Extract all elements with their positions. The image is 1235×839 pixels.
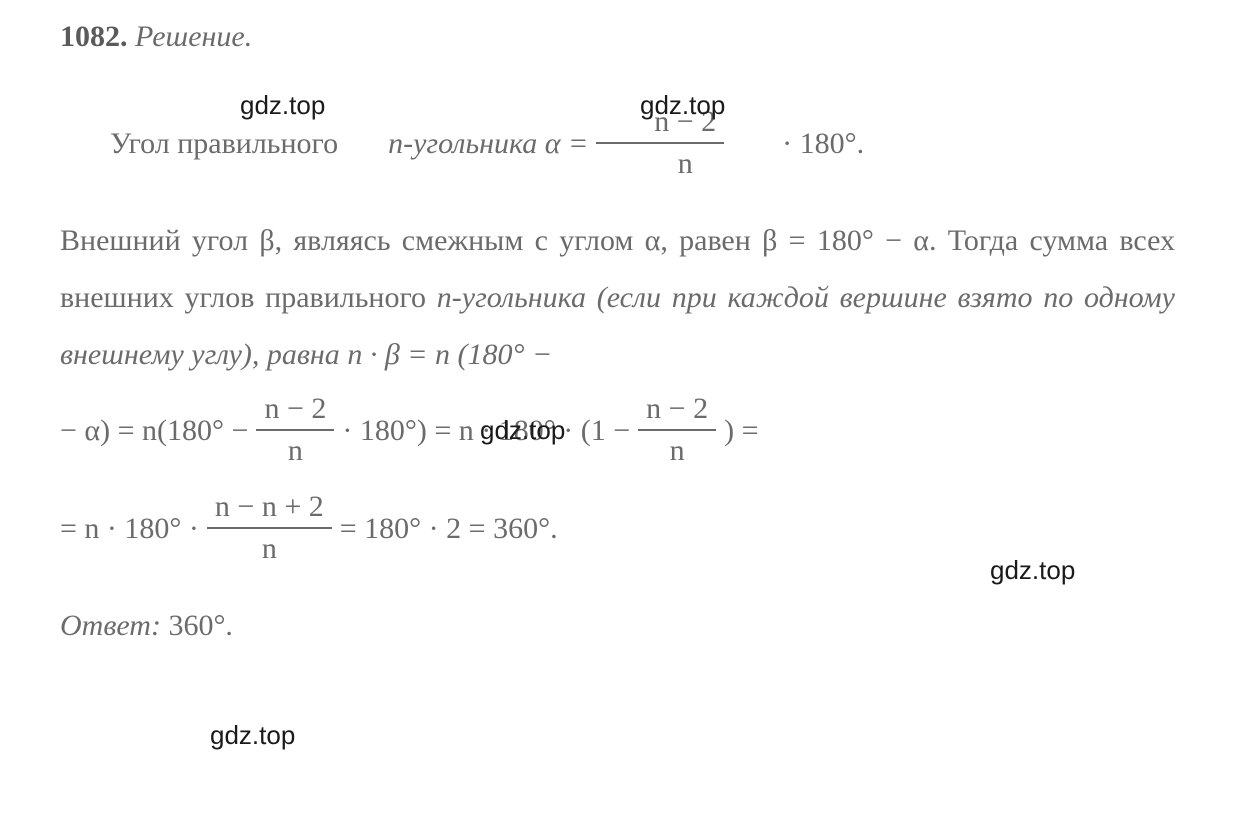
eq2-part-a: = n · 180° · [60,500,199,557]
answer-label: Ответ: [60,609,168,642]
fraction-numerator: n − 2 [256,391,334,431]
text-suffix: · 180°. [732,115,864,172]
fraction-numerator: n − 2 [638,391,716,431]
eq-part-c: ) = [724,402,758,459]
problem-number: 1082. [60,20,128,53]
eq-part-b: · 180°) = n · 180° · (1 − [342,402,630,459]
fraction-denominator: n [256,431,334,469]
equation-inline: n · β = n (180° − [347,338,552,371]
fraction-denominator: n [207,529,332,567]
equation-line-2: = n · 180° · n − n + 2 n = 180° · 2 = 36… [60,489,1175,567]
fraction-denominator: n [638,431,716,469]
eq2-part-b: = 180° · 2 = 360°. [340,500,558,557]
eq-part-a: − α) = n(180° − [60,402,248,459]
fraction-final: n − n + 2 n [207,489,332,567]
solution-content: Угол правильного n-угольника α = n − 2 n… [60,104,1175,654]
watermark-5: gdz.top [210,720,295,751]
fraction-denominator: n [596,144,724,182]
fraction-numerator: n − n + 2 [207,489,332,529]
fraction-1: n − 2 n [256,391,334,469]
answer-value: 360°. [168,609,233,642]
fraction-2: n − 2 n [638,391,716,469]
text-mid: n-угольника α = [338,115,588,172]
fraction-numerator: n − 2 [596,104,724,144]
answer-line: Ответ: 360°. [60,597,1175,654]
equation-line-1: − α) = n(180° − n − 2 n · 180°) = n · 18… [60,391,1175,469]
problem-header: 1082. Решение. [60,20,1175,54]
paragraph-external-angle: Внешний угол β, являясь смежным с углом … [60,212,1175,383]
text-prefix: Угол правильного [60,115,338,172]
fraction-n-minus-2-over-n: n − 2 n [596,104,724,182]
line-angle-formula: Угол правильного n-угольника α = n − 2 n… [60,104,1175,182]
problem-label: Решение. [135,20,252,53]
